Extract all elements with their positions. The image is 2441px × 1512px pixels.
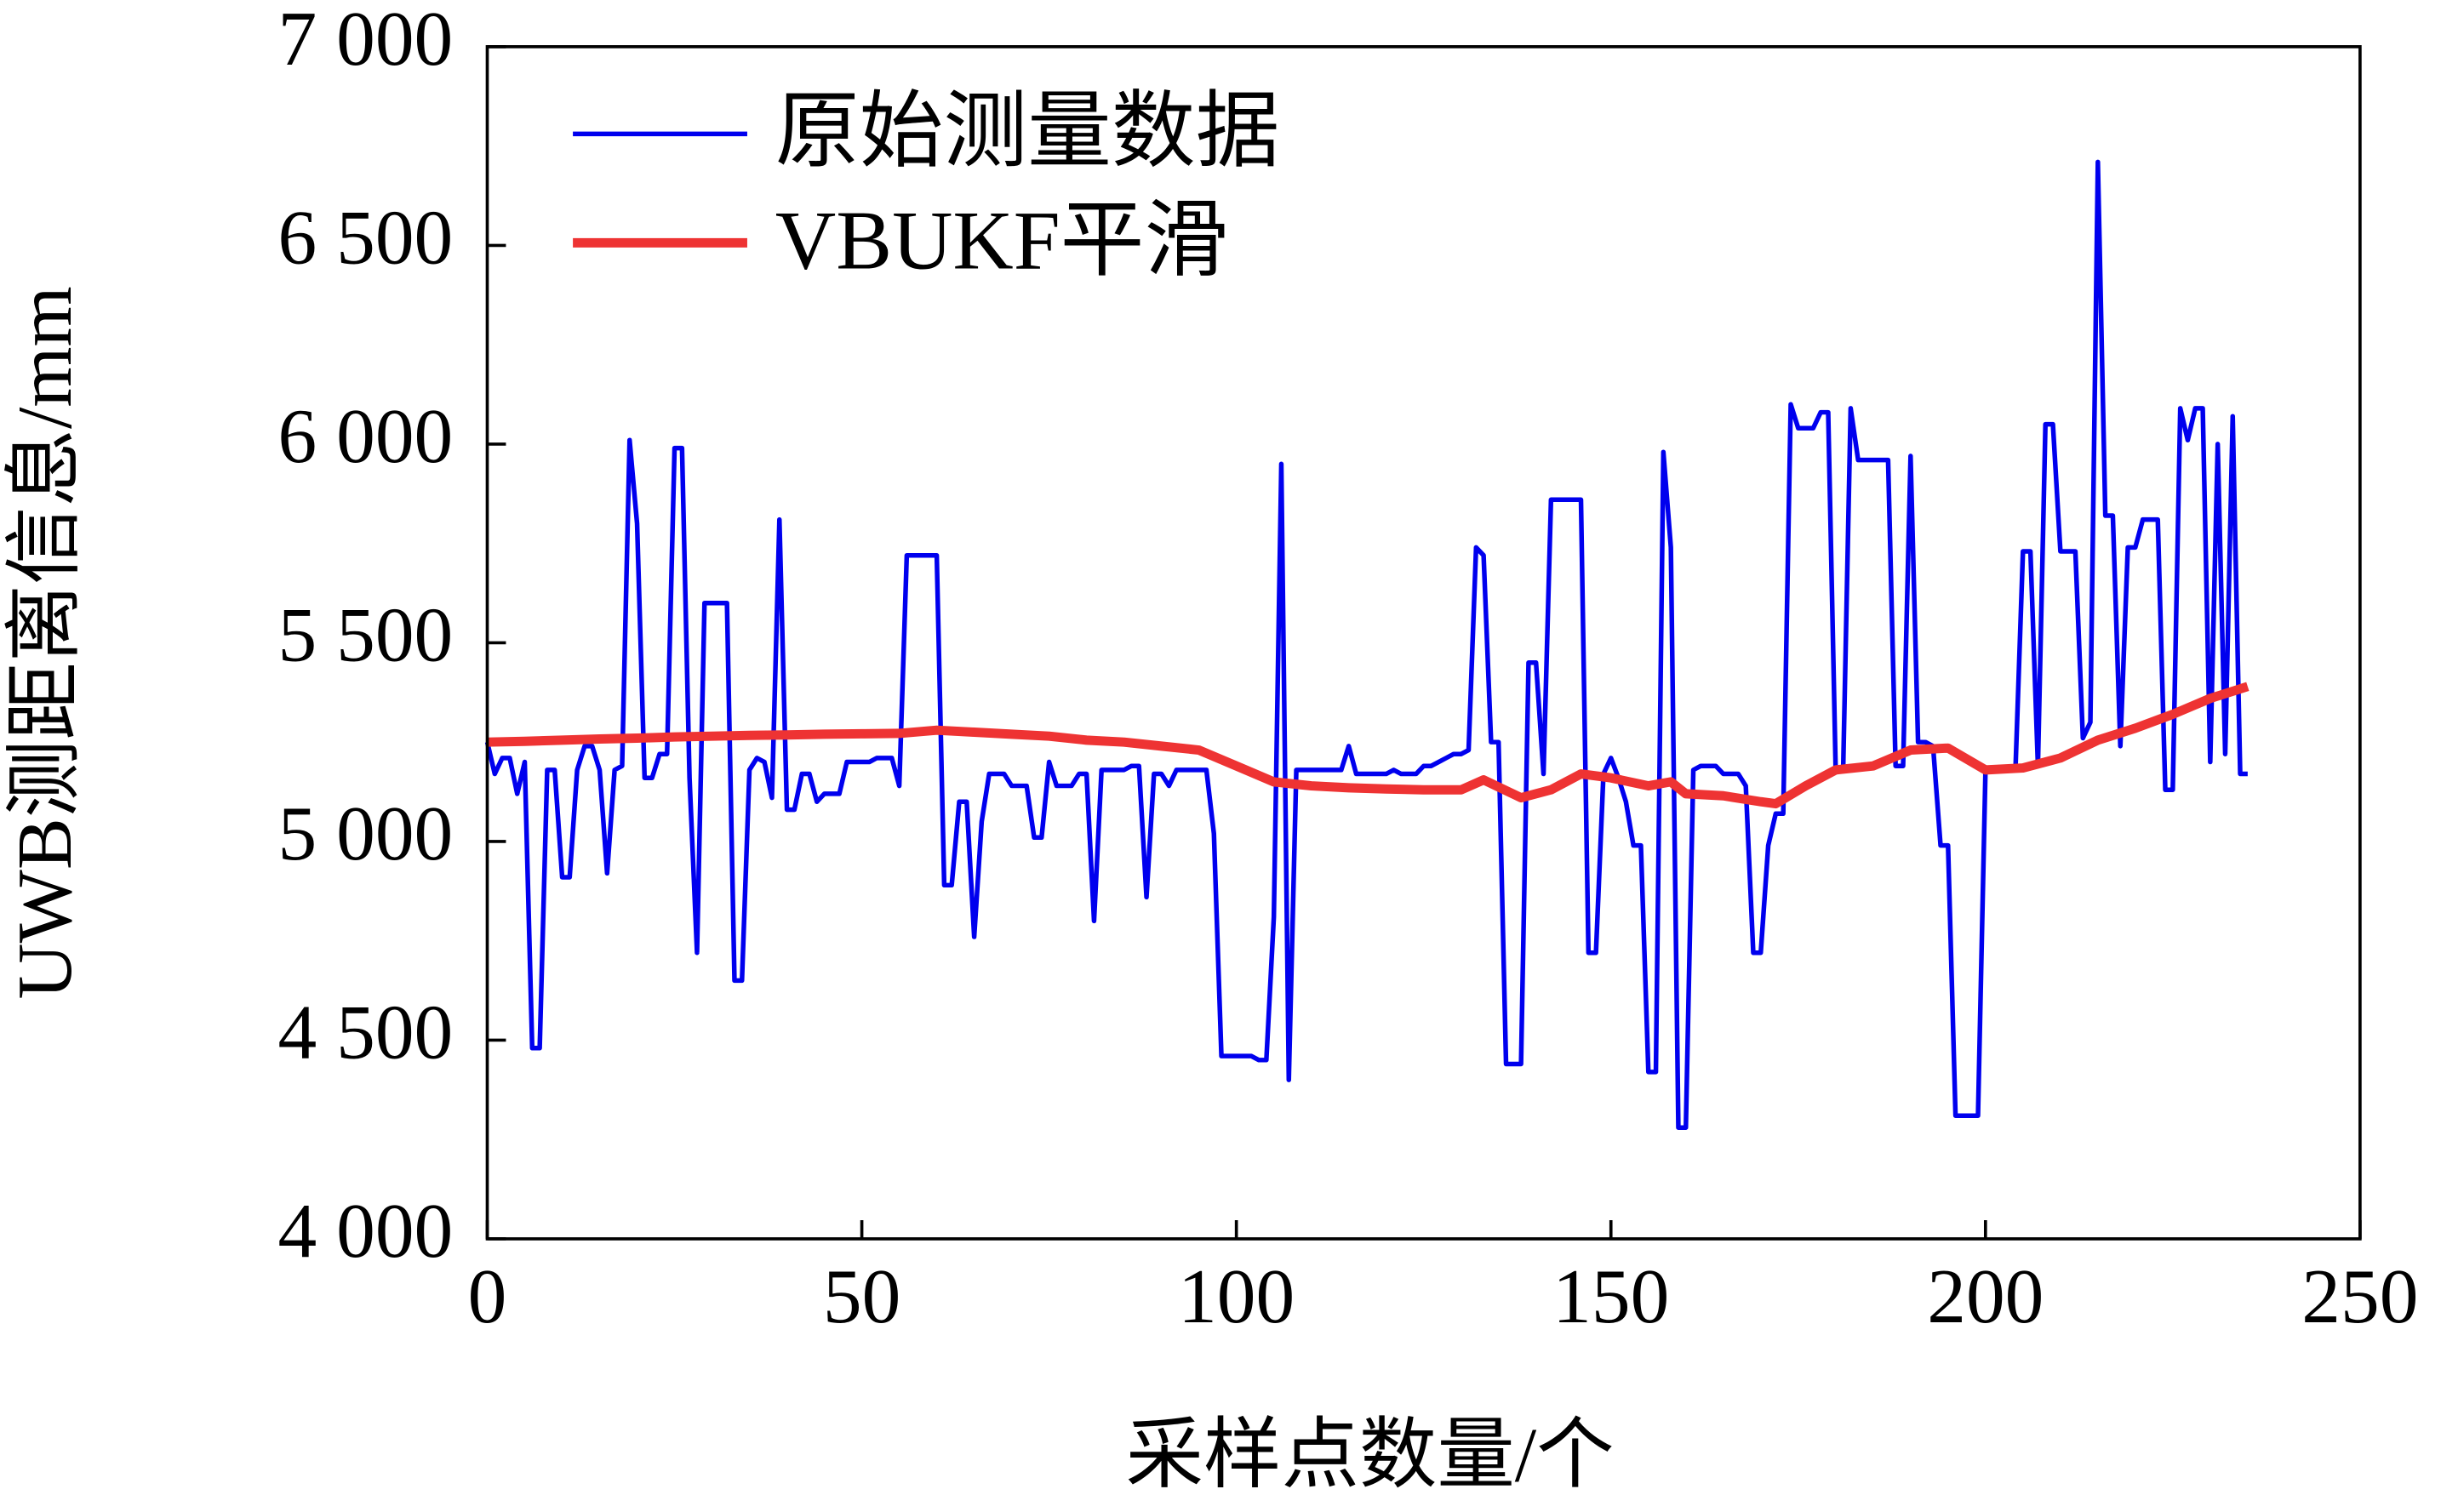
x-tick-label: 50 [823,1253,900,1339]
legend-label: 原始测量数据 [775,85,1280,178]
y-tick-label: 4 500 [278,989,454,1075]
data-line [484,159,2248,1130]
x-axis-label: 采样点数量/个 [1126,1412,1615,1498]
x-tick-label: 150 [1552,1253,1669,1339]
y-tick-label: 5 000 [278,790,454,876]
y-axis-label: UWB测距离信息/mm [2,286,88,999]
plot-frame [485,45,2362,1241]
y-tick-label: 6 000 [278,393,454,479]
x-tick-label: 250 [2301,1253,2418,1339]
x-tick-label: 100 [1178,1253,1295,1339]
y-tick-label: 7 000 [278,0,454,82]
data-line [487,682,2249,809]
x-tick-label: 200 [1927,1253,2044,1339]
y-tick-label: 6 500 [278,194,454,280]
y-tick-label: 5 500 [278,591,454,677]
legend-label: VBUKF平滑 [775,194,1228,287]
y-tick-label: 4 000 [278,1188,454,1274]
x-tick-label: 0 [468,1253,507,1339]
